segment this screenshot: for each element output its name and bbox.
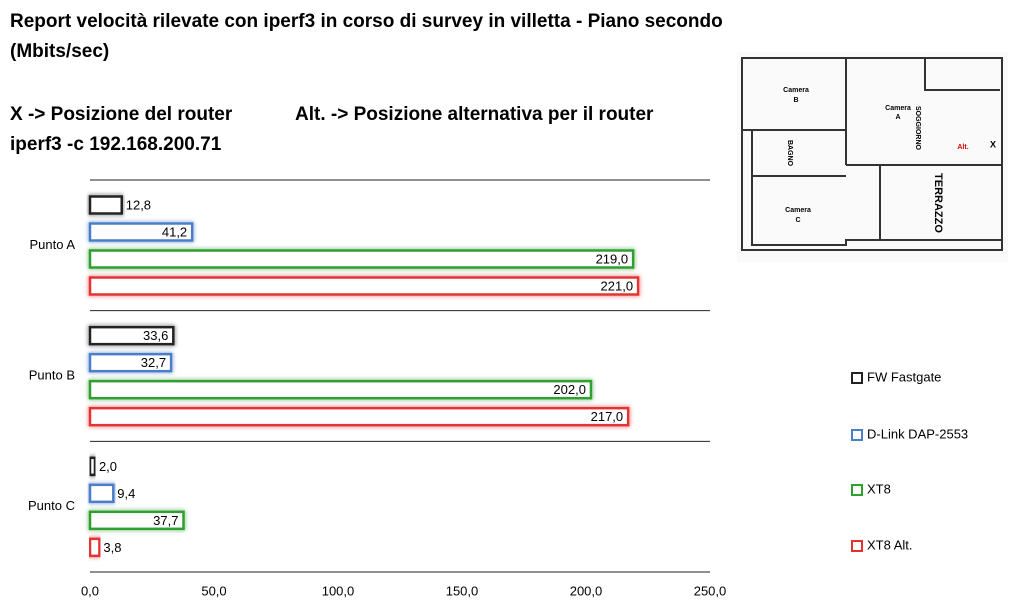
annotation: iperf3 -c 192.168.200.71: [10, 134, 222, 155]
room-label: B: [793, 97, 798, 104]
bar: [88, 510, 185, 531]
room-label: SOGGIORNO: [914, 106, 921, 151]
data-label: 219,0: [596, 251, 629, 266]
legend-marker: [851, 540, 863, 552]
legend-label: D-Link DAP-2553: [867, 426, 968, 441]
legend-label: FW Fastgate: [867, 369, 941, 384]
x-tick-label: 0,0: [81, 583, 99, 598]
floor-plan-bg: [737, 52, 1008, 262]
room-label: Camera: [885, 105, 911, 112]
data-label: 32,7: [141, 355, 166, 370]
data-label: 41,2: [162, 224, 187, 239]
bar: [88, 325, 175, 346]
bar: [88, 483, 115, 504]
x-tick-label: 200,0: [570, 583, 603, 598]
data-label: 33,6: [143, 328, 168, 343]
legend-marker: [851, 484, 863, 496]
position-label: X: [990, 139, 996, 149]
y-tick-label: Punto A: [29, 237, 75, 252]
room-label: TERRAZZO: [932, 173, 944, 233]
data-label: 9,4: [117, 486, 135, 501]
position-label: Alt.: [957, 144, 968, 151]
x-tick-label: 250,0: [694, 583, 727, 598]
x-tick-label: 100,0: [322, 583, 355, 598]
bar: [88, 456, 97, 477]
data-label: 12,8: [126, 197, 151, 212]
data-label: 3,8: [103, 540, 121, 555]
legend-marker: [851, 372, 863, 384]
annotation: X -> Posizione del router: [10, 104, 233, 125]
wall: [741, 57, 1003, 251]
room-label: A: [895, 114, 900, 121]
bar: [88, 222, 194, 242]
legend-label: XT8 Alt.: [867, 537, 913, 552]
legend-marker: [851, 429, 863, 441]
room-label: Camera: [785, 207, 811, 214]
room-label: Camera: [783, 87, 809, 94]
bar: [88, 276, 640, 296]
bar: [88, 195, 123, 215]
data-label: 217,0: [591, 409, 624, 424]
bar: [88, 379, 593, 400]
room-label: C: [795, 217, 800, 224]
bar: [88, 249, 635, 269]
data-label: 221,0: [601, 278, 634, 293]
chart-title: (Mbits/sec): [10, 41, 109, 62]
bar: [88, 352, 173, 373]
room-label: BAGNO: [786, 140, 793, 167]
bar: [88, 406, 630, 427]
y-tick-label: Punto C: [28, 498, 75, 513]
chart-title: Report velocità rilevate con iperf3 in c…: [10, 11, 723, 32]
wall: [742, 58, 1002, 246]
data-label: 202,0: [553, 382, 586, 397]
data-label: 37,7: [153, 513, 178, 528]
data-label: 2,0: [99, 459, 117, 474]
bar: [88, 537, 101, 558]
legend-label: XT8: [867, 481, 891, 496]
y-tick-label: Punto B: [29, 367, 75, 382]
annotation: Alt. -> Posizione alternativa per il rou…: [295, 104, 654, 125]
floor-plan: Camera B Camera A SOGGIORNO BAGNO TERRAZ…: [737, 52, 1008, 262]
x-tick-label: 150,0: [446, 583, 479, 598]
x-tick-label: 50,0: [201, 583, 226, 598]
